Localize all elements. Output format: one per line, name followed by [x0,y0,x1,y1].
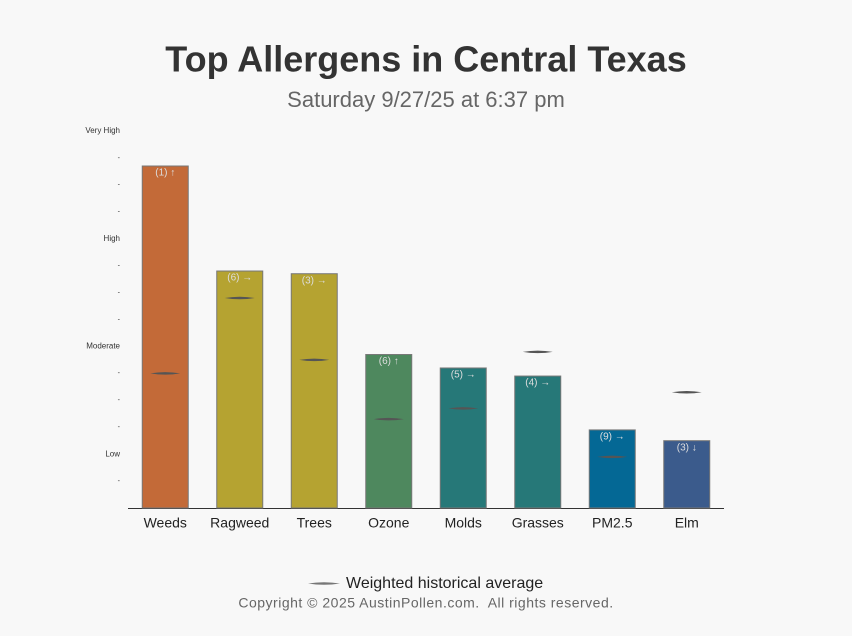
y-tick-label: - [118,209,121,216]
bar-annotation: (6) ↑ [379,356,399,367]
bar [141,165,189,509]
bar [514,375,562,509]
x-tick-label: Molds [445,515,482,531]
bar [439,367,487,509]
y-tick-label: - [118,182,121,189]
bar [216,270,264,509]
bar-annotation: (3) ↓ [677,442,697,453]
x-tick-label: Ozone [368,515,409,531]
bar-annotation: (3) → [302,275,327,286]
y-tick-label: - [118,397,121,404]
average-marker [448,407,479,410]
bar [365,354,413,509]
bar [663,440,711,509]
average-marker [522,350,553,354]
chart-title: Top Allergens in Central Texas [165,39,686,80]
x-tick-label: Elm [675,515,699,531]
x-tick-label: Trees [297,515,332,531]
average-marker [299,358,330,362]
average-marker [597,455,628,459]
y-tick-label: - [118,478,121,485]
y-tick-label: High [104,234,120,243]
bar-annotation: (5) → [451,370,476,381]
y-tick-label: Moderate [86,342,120,351]
y-tick-label: - [118,316,121,323]
bar [588,429,636,509]
average-marker [150,372,181,375]
average-marker [224,296,255,300]
bar-annotation: (9) → [600,432,625,443]
average-marker [671,390,702,394]
chart-subtitle: Saturday 9/27/25 at 6:37 pm [287,87,565,112]
footer: Copyright © 2025 AustinPollen.com. All r… [238,595,613,611]
bar-annotation: (1) ↑ [155,168,175,179]
y-tick-label: Very High [85,126,120,135]
average-marker [373,417,404,421]
x-tick-label: Weeds [144,515,187,531]
legend-label: Weighted historical average [346,575,543,592]
y-tick-label: - [118,370,121,377]
legend-swatch [308,582,340,585]
bar [290,273,338,509]
y-tick-label: Low [105,449,120,458]
y-tick-label: - [118,289,121,296]
y-tick-label: - [118,155,121,162]
bar-annotation: (6) → [227,273,252,284]
x-tick-label: Grasses [512,515,564,531]
x-tick-label: Ragweed [210,515,269,531]
x-tick-label: PM2.5 [592,515,633,531]
y-tick-label: - [118,262,121,269]
y-tick-label: - [118,424,121,431]
bar-annotation: (4) → [525,378,550,389]
